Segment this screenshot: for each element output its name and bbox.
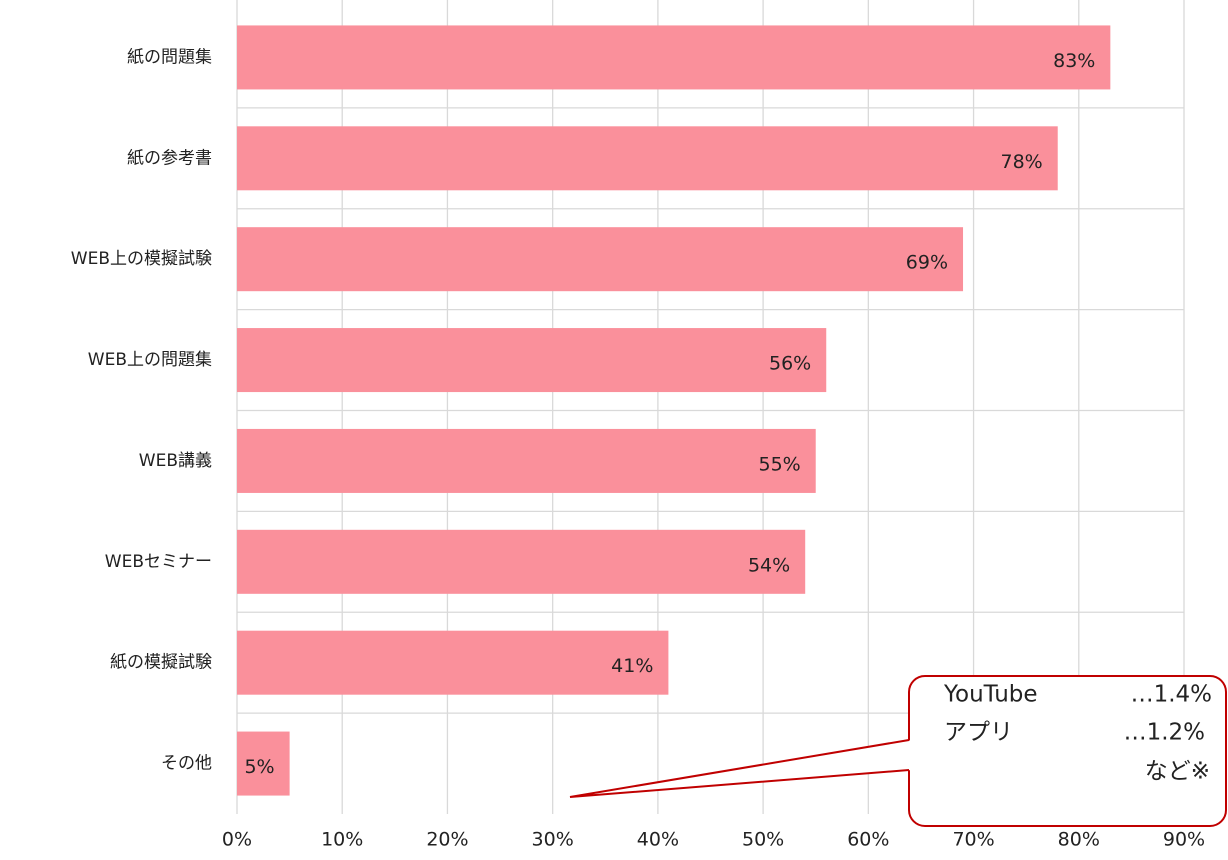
y-tick-label: WEB上の問題集 (88, 350, 212, 370)
x-tick-label: 40% (637, 829, 679, 851)
bar (237, 731, 290, 796)
value-label: 83% (1053, 50, 1095, 72)
value-label: 54% (748, 554, 790, 576)
callout-pointer (569, 739, 910, 798)
value-label: 69% (906, 252, 948, 274)
value-label: 41% (611, 655, 653, 677)
x-tick-label: 80% (1058, 829, 1100, 851)
x-tick-label: 50% (742, 829, 784, 851)
value-label: 56% (769, 353, 811, 375)
y-tick-label: WEB上の模擬試験 (71, 249, 212, 269)
bars: 83% 78% 69% 56% 55% 54% 41% 5% (237, 25, 1111, 796)
annotation-note: など※ (1145, 759, 1210, 785)
y-tick-label: 紙の問題集 (127, 47, 212, 67)
y-tick-label: その他 (161, 754, 212, 774)
x-tick-label: 70% (952, 829, 994, 851)
bar (237, 227, 964, 292)
bar (237, 126, 1058, 191)
bar (237, 630, 669, 695)
bar (237, 328, 827, 393)
callout: YouTube …1.4% アプリ …1.2% など※ (569, 675, 1227, 827)
x-tick-label: 20% (426, 829, 468, 851)
annotation-name: YouTube (943, 682, 1038, 708)
value-label: 55% (758, 453, 800, 475)
x-tick-label: 90% (1163, 829, 1205, 851)
x-tick-label: 60% (847, 829, 889, 851)
bar (237, 25, 1111, 90)
value-label: 5% (244, 756, 274, 778)
x-tick-label: 30% (532, 829, 574, 851)
x-tick-label: 10% (321, 829, 363, 851)
annotation-name: アプリ (944, 720, 1013, 746)
y-tick-label: 紙の参考書 (127, 148, 212, 168)
y-tick-label: 紙の模擬試験 (110, 653, 212, 673)
y-tick-label: WEBセミナー (105, 552, 212, 572)
x-tick-label: 0% (222, 829, 252, 851)
bar (237, 428, 816, 493)
bar (237, 529, 806, 594)
value-label: 78% (1000, 151, 1042, 173)
annotation-value: …1.4% (1131, 682, 1212, 708)
y-tick-label: WEB講義 (139, 451, 212, 471)
annotation-value: …1.2% (1124, 720, 1205, 746)
